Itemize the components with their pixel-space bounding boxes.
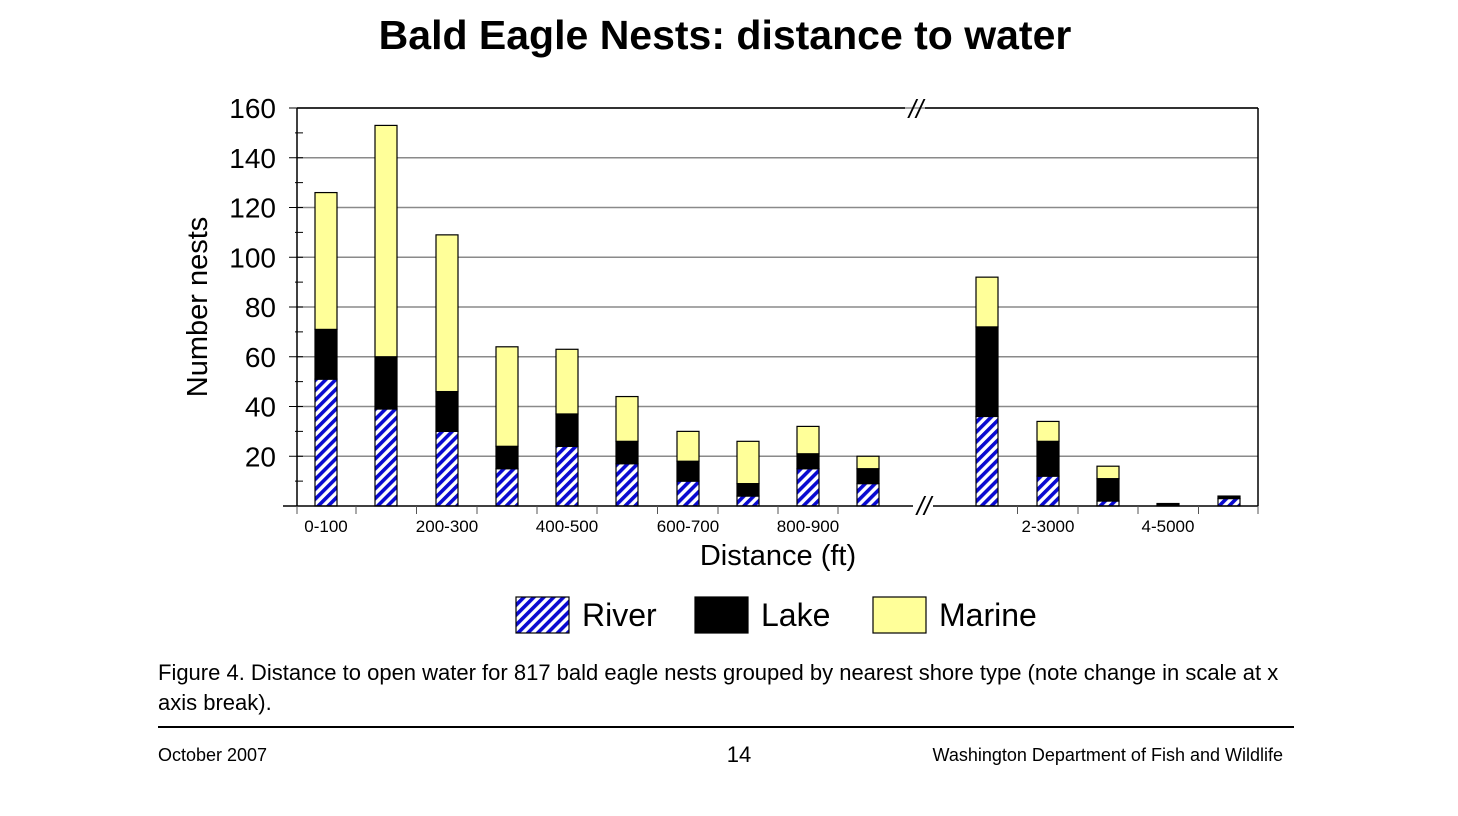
bar-lake-1-2000 <box>975 326 999 418</box>
axis-break-markers: // // <box>907 94 934 521</box>
bar-river-800-900 <box>796 468 820 507</box>
legend: River Lake Marine <box>515 596 1037 634</box>
bar-marine-3-4000 <box>1096 465 1120 480</box>
y-tick-label: 120 <box>229 193 276 224</box>
y-tick-label: 100 <box>229 242 276 273</box>
y-tick-label: 40 <box>245 392 276 423</box>
bar-lake-900-1000 <box>856 468 880 485</box>
x-tick-label: 0-100 <box>304 517 347 536</box>
bar-river-200-300 <box>435 430 459 507</box>
bar-marine-100-200 <box>374 124 398 358</box>
bar-marine-700-800 <box>736 440 760 485</box>
bar-river-600-700 <box>676 480 700 507</box>
x-tick-label: 600-700 <box>657 517 719 536</box>
x-tick-label: 4-5000 <box>1142 517 1195 536</box>
bar-river-900-1000 <box>856 483 880 507</box>
footer-divider <box>158 726 1294 728</box>
bar-marine-900-1000 <box>856 455 880 470</box>
bar-lake-200-300 <box>435 390 459 432</box>
chart: 20 40 60 80 100 120 140 160 0-100 200-300 400-500… <box>182 93 1259 634</box>
bar-river-100-200 <box>374 408 398 507</box>
legend-label-river: River <box>582 597 657 633</box>
bar-river-500-600 <box>615 463 639 507</box>
bar-marine-300-400 <box>495 346 519 447</box>
footer-date: October 2007 <box>158 745 268 765</box>
chart-title: Bald Eagle Nests: distance to water <box>378 12 1072 58</box>
bar-river-5000+ <box>1217 497 1241 507</box>
y-tick-label: 60 <box>245 342 276 373</box>
legend-swatch-marine <box>872 596 927 634</box>
bar-lake-5000+ <box>1217 495 1241 500</box>
bar-lake-2-3000 <box>1036 440 1060 477</box>
x-tick-label: 400-500 <box>536 517 598 536</box>
x-tick-label: 800-900 <box>777 517 839 536</box>
y-tick-label: 20 <box>245 441 276 472</box>
bar-river-300-400 <box>495 468 519 507</box>
y-tick-label: 80 <box>245 292 276 323</box>
bar-marine-200-300 <box>435 234 459 393</box>
figure-caption: Figure 4. Distance to open water for 817… <box>158 660 1279 715</box>
bar-lake-400-500 <box>555 413 579 447</box>
legend-swatch-lake <box>694 596 749 634</box>
y-tick-label: 160 <box>229 93 276 124</box>
x-tick-label: 2-3000 <box>1022 517 1075 536</box>
bar-marine-0-100 <box>314 191 338 330</box>
bar-marine-2-3000 <box>1036 420 1060 442</box>
bar-lake-100-200 <box>374 356 398 410</box>
bar-marine-600-700 <box>676 430 700 462</box>
legend-label-marine: Marine <box>939 597 1037 633</box>
x-tick-label: 200-300 <box>416 517 478 536</box>
bar-river-1-2000 <box>975 415 999 507</box>
legend-swatch-river <box>515 596 570 634</box>
bar-marine-500-600 <box>615 395 639 442</box>
bar-river-700-800 <box>736 495 760 507</box>
y-tick-labels: 20 40 60 80 100 120 140 160 <box>229 93 276 472</box>
bar-marine-1-2000 <box>975 276 999 328</box>
y-tick-label: 140 <box>229 143 276 174</box>
y-axis-label: Number nests <box>182 217 214 398</box>
footer-organization: Washington Department of Fish and Wildli… <box>932 745 1284 765</box>
axis-break-marker-top: // <box>907 94 926 124</box>
x-tick-labels: 0-100 200-300 400-500 600-700 800-900 2-3000 4… <box>304 517 1194 536</box>
bar-marine-800-900 <box>796 425 820 455</box>
legend-label-lake: Lake <box>761 597 830 633</box>
bar-lake-700-800 <box>736 483 760 497</box>
bar-lake-300-400 <box>495 445 519 470</box>
axes <box>283 107 1259 514</box>
bar-lake-0-100 <box>314 328 338 380</box>
x-axis-label: Distance (ft) <box>700 540 856 572</box>
bar-river-0-100 <box>314 378 338 507</box>
axis-break-marker-bottom: // <box>915 491 934 521</box>
bar-lake-500-600 <box>615 440 639 465</box>
bar-lake-600-700 <box>676 460 700 482</box>
bar-river-2-3000 <box>1036 475 1060 507</box>
bar-lake-800-900 <box>796 453 820 470</box>
bars <box>314 124 1241 507</box>
page-number: 14 <box>726 742 752 767</box>
bar-river-400-500 <box>555 445 579 507</box>
bar-lake-3-4000 <box>1096 478 1120 502</box>
bar-marine-400-500 <box>555 348 579 415</box>
